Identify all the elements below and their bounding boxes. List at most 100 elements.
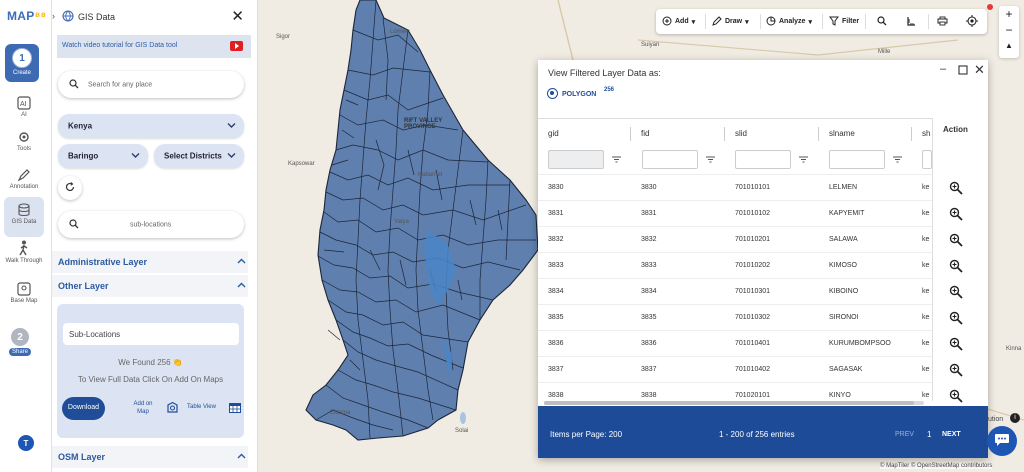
- layer-search-input[interactable]: sub-locations: [58, 211, 244, 238]
- table-row[interactable]: 3835 3835 701010302 SIRONOI ke: [538, 304, 932, 330]
- youtube-icon[interactable]: [230, 41, 243, 51]
- measure-button[interactable]: [906, 9, 916, 34]
- table-row[interactable]: 3830 3830 701010101 LELMEN ke: [538, 174, 932, 200]
- table-row[interactable]: 3834 3834 701010301 KIBOINO ke: [538, 278, 932, 304]
- filter-input-slid[interactable]: [735, 150, 791, 169]
- column-header-fid[interactable]: fid: [641, 129, 650, 138]
- next-button[interactable]: NEXT: [942, 431, 961, 438]
- zoom-to-feature-icon[interactable]: [949, 363, 963, 379]
- chevron-right-icon[interactable]: ›: [52, 11, 55, 21]
- map-attribution[interactable]: © MapTiler © OpenStreetMap contributors: [880, 463, 993, 469]
- rail-item-base-map[interactable]: Base Map: [4, 276, 44, 316]
- table-row[interactable]: 3833 3833 701010202 KIMOSO ke: [538, 252, 932, 278]
- cell-sh: ke: [922, 366, 930, 373]
- video-tutorial-banner[interactable]: Watch video tutorial for GIS Data tool: [57, 35, 251, 58]
- column-header-gid[interactable]: gid: [548, 129, 559, 138]
- place-search-input[interactable]: Search for any place: [58, 71, 244, 98]
- panel-title: GIS Data: [78, 12, 116, 22]
- cell-slid: 701010302: [735, 314, 771, 321]
- rail-item-walk-through[interactable]: Walk Through: [4, 236, 44, 276]
- zoom-control: + − ▲: [999, 6, 1019, 58]
- county-select[interactable]: Baringo: [58, 144, 148, 168]
- minimize-icon[interactable]: –: [940, 63, 947, 75]
- app-logo[interactable]: MAP⁸⁸: [7, 9, 47, 23]
- north-arrow-button[interactable]: ▲: [1005, 41, 1013, 50]
- horizontal-scrollbar[interactable]: [544, 401, 924, 405]
- section-other-layer[interactable]: Other Layer: [52, 275, 248, 297]
- table-icon[interactable]: [229, 403, 241, 415]
- rail-create[interactable]: 1 Create: [5, 44, 39, 82]
- locate-button[interactable]: [966, 9, 978, 34]
- filter-lines-icon[interactable]: [893, 155, 902, 165]
- section-osm-layer[interactable]: OSM Layer: [52, 446, 248, 468]
- map-layer: [305, 0, 1024, 441]
- search-placeholder: Search for any place: [88, 81, 153, 88]
- maximize-icon[interactable]: [958, 65, 968, 78]
- prev-button[interactable]: PREV: [895, 431, 915, 438]
- rail-item-annotation[interactable]: Annotation: [4, 162, 44, 202]
- table-view-button[interactable]: Table View: [187, 404, 216, 410]
- layer-name-field[interactable]: Sub-Locations: [63, 323, 239, 345]
- user-avatar[interactable]: T: [18, 435, 34, 451]
- table-view-icon[interactable]: [166, 401, 179, 416]
- refresh-button[interactable]: [58, 176, 82, 200]
- print-button[interactable]: [937, 9, 948, 34]
- zoom-in-button[interactable]: +: [1005, 7, 1013, 21]
- zoom-to-feature-icon[interactable]: [949, 285, 963, 301]
- zoom-to-feature-icon[interactable]: [949, 181, 963, 197]
- filter-input-sh[interactable]: [922, 150, 932, 169]
- zoom-to-feature-icon[interactable]: [949, 337, 963, 353]
- map-label: RIFT VALLEY PROVINCE: [404, 118, 443, 130]
- dialog-title: View Filtered Layer Data as:: [548, 68, 661, 78]
- filter-input-slname[interactable]: [829, 150, 885, 169]
- zoom-to-feature-icon[interactable]: [949, 233, 963, 249]
- zoom-to-feature-icon[interactable]: [949, 311, 963, 327]
- ruler-icon: [906, 16, 916, 28]
- table-row[interactable]: 3831 3831 701010102 KAPYEMIT ke: [538, 200, 932, 226]
- items-per-page[interactable]: Items per Page: 200: [550, 430, 623, 439]
- table-row[interactable]: 3837 3837 701010402 SAGASAK ke: [538, 356, 932, 382]
- column-header-slid[interactable]: slid: [735, 129, 748, 138]
- download-button[interactable]: Download: [62, 397, 105, 420]
- table-row[interactable]: 3832 3832 701010201 SALAWA ke: [538, 226, 932, 252]
- rail-item-ai[interactable]: AI AI: [4, 90, 44, 130]
- cell-gid: 3837: [548, 366, 564, 373]
- rail-share[interactable]: 2 Share: [9, 328, 31, 356]
- close-icon[interactable]: ✕: [974, 62, 985, 77]
- info-icon[interactable]: i: [1010, 413, 1020, 423]
- country-select[interactable]: Kenya: [58, 114, 244, 138]
- zoom-to-feature-icon[interactable]: [949, 259, 963, 275]
- section-administrative-layer[interactable]: Administrative Layer: [52, 251, 248, 273]
- chat-button[interactable]: [987, 426, 1017, 456]
- table-header: gid fid slid slname sh: [538, 118, 988, 148]
- zoom-to-feature-icon[interactable]: [949, 207, 963, 223]
- table-row[interactable]: 3838 3838 701020101 KINYO ke: [538, 382, 932, 408]
- close-icon[interactable]: ✕: [231, 8, 244, 25]
- chart-pie-icon: [766, 16, 776, 28]
- search-tool-button[interactable]: [877, 9, 887, 34]
- analyze-button[interactable]: Analyze ▾: [766, 9, 812, 34]
- districts-select[interactable]: Select Districts: [154, 144, 244, 168]
- icon-rail: MAP⁸⁸ 1 Create AI AI Tools Annotation GI…: [0, 0, 52, 472]
- table-row[interactable]: 3836 3836 701010401 KURUMBOMPSOO ke: [538, 330, 932, 356]
- cell-sh: ke: [922, 210, 930, 217]
- close-toolbar-dot[interactable]: [987, 4, 993, 10]
- column-header-sh[interactable]: sh: [922, 129, 931, 138]
- filter-input-fid[interactable]: [642, 150, 698, 169]
- filter-lines-icon[interactable]: [706, 155, 715, 165]
- zoom-out-button[interactable]: −: [1005, 23, 1013, 37]
- rail-item-gis-data[interactable]: GIS Data: [4, 197, 44, 237]
- zoom-to-feature-icon[interactable]: [949, 389, 963, 405]
- filter-button[interactable]: Filter: [829, 9, 859, 34]
- add-button[interactable]: Add ▾: [662, 9, 695, 34]
- polygon-radio[interactable]: [547, 88, 558, 99]
- cell-slname: KAPYEMIT: [829, 210, 865, 217]
- rail-item-tools[interactable]: Tools: [4, 124, 44, 164]
- filter-lines-icon[interactable]: [799, 155, 808, 165]
- country-value: Kenya: [68, 121, 93, 131]
- filter-lines-icon[interactable]: [612, 155, 621, 165]
- column-header-slname[interactable]: slname: [829, 129, 855, 138]
- draw-button[interactable]: Draw ▾: [712, 9, 749, 34]
- add-on-map-button[interactable]: Add on Map: [133, 401, 153, 415]
- map-label: Kabarnet: [418, 172, 443, 178]
